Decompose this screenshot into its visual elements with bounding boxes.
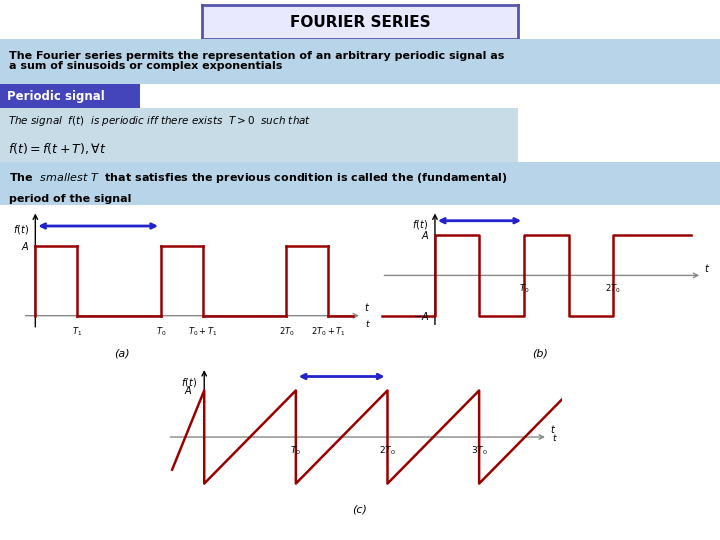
- Text: The signal  $f(t)$  is periodic iff there exists  $T>0$  such that: The signal $f(t)$ is periodic iff there …: [8, 114, 311, 129]
- Text: $T_0$: $T_0$: [519, 282, 529, 295]
- Text: $t$: $t$: [365, 319, 371, 329]
- Text: (c): (c): [353, 505, 367, 515]
- Text: $t$: $t$: [704, 262, 710, 274]
- Text: The  $\mathit{smallest}\ T$  that satisfies the previous condition is called the: The $\mathit{smallest}\ T$ that satisfie…: [9, 171, 507, 185]
- Text: $2T_0$: $2T_0$: [606, 282, 621, 295]
- Text: $t$: $t$: [552, 431, 558, 442]
- Text: $2T_0+T_1$: $2T_0+T_1$: [311, 326, 346, 338]
- Text: $T_1$: $T_1$: [72, 326, 82, 338]
- Text: $3T_0$: $3T_0$: [471, 445, 487, 457]
- Text: $t$: $t$: [364, 301, 370, 313]
- Text: $f(t)$: $f(t)$: [181, 376, 197, 389]
- Text: $2T_0$: $2T_0$: [379, 445, 396, 457]
- Text: $A$: $A$: [184, 384, 193, 396]
- Text: $A$: $A$: [21, 240, 29, 252]
- Text: (b): (b): [532, 348, 548, 359]
- Text: a sum of sinusoids or complex exponentials: a sum of sinusoids or complex exponentia…: [9, 61, 282, 71]
- Text: $T_0+T_1$: $T_0+T_1$: [188, 326, 217, 338]
- Text: $f(t)$: $f(t)$: [412, 218, 428, 231]
- Text: period of the signal: period of the signal: [9, 194, 131, 205]
- Text: $T_0$: $T_0$: [156, 326, 166, 338]
- Text: The Fourier series permits the representation of an arbitrary periodic signal as: The Fourier series permits the represent…: [9, 51, 504, 62]
- Text: $t$: $t$: [550, 423, 557, 435]
- Text: FOURIER SERIES: FOURIER SERIES: [289, 15, 431, 30]
- Text: $T_0$: $T_0$: [290, 445, 302, 457]
- Text: $2T_0$: $2T_0$: [279, 326, 294, 338]
- Text: $f(t)$: $f(t)$: [13, 223, 29, 236]
- Text: $-A$: $-A$: [413, 310, 430, 322]
- Text: $A$: $A$: [421, 229, 430, 241]
- Text: $f(t)=f(t+T),\forall t$: $f(t)=f(t+T),\forall t$: [8, 141, 107, 157]
- Text: Periodic signal: Periodic signal: [7, 90, 105, 103]
- Text: (a): (a): [114, 348, 130, 359]
